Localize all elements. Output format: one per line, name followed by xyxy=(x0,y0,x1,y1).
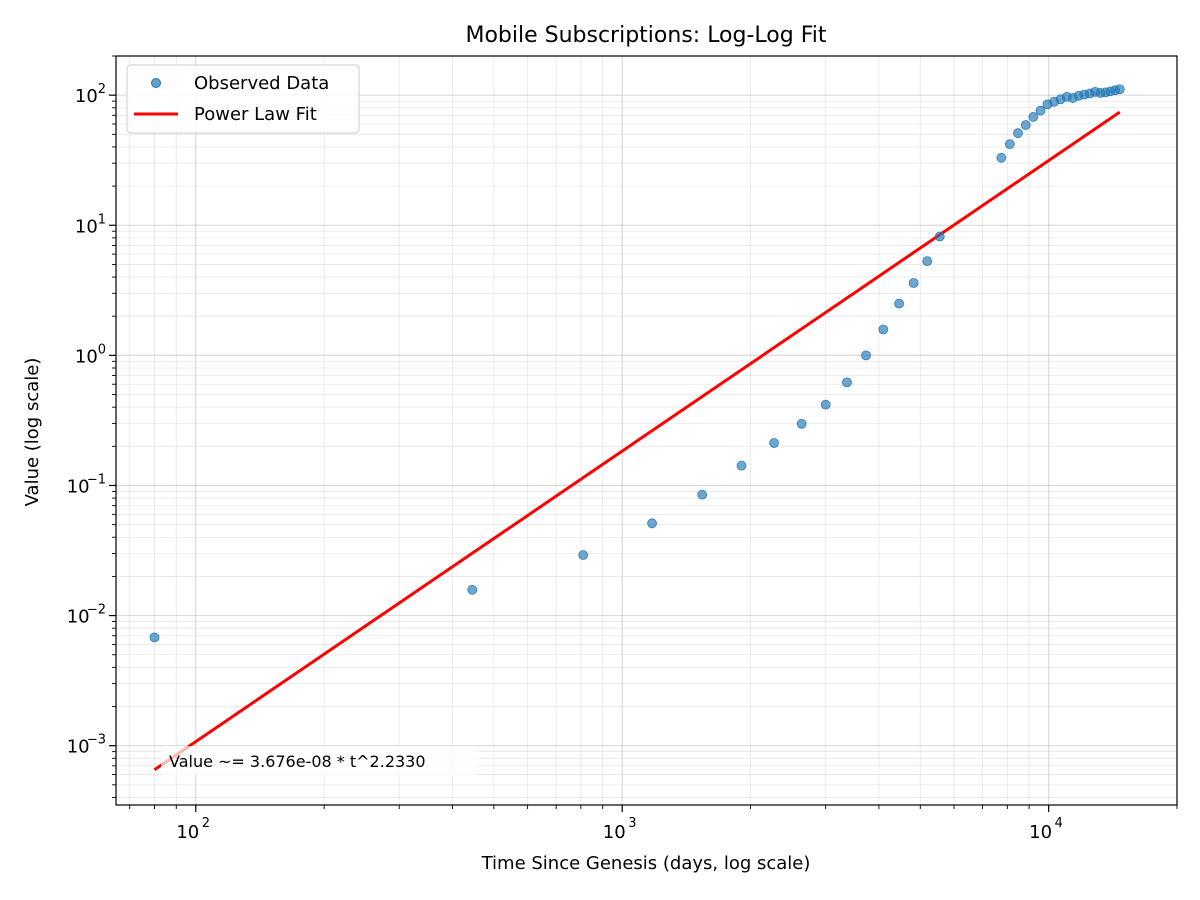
data-point xyxy=(697,489,708,500)
data-point xyxy=(467,584,478,595)
x-tick-exponent: 4 xyxy=(1055,816,1063,831)
data-point xyxy=(1004,139,1015,150)
legend-label-observed: Observed Data xyxy=(194,73,329,94)
annotation-box xyxy=(161,746,478,775)
data-point xyxy=(1114,84,1125,95)
data-point xyxy=(861,350,871,361)
annotation-text: Value ~= 3.676e-08 * t^2.2330 xyxy=(169,752,426,771)
fit-annotation: Value ~= 3.676e-08 * t^2.2330 xyxy=(161,746,478,775)
data-point xyxy=(996,152,1007,163)
y-tick-label: 10 xyxy=(75,216,98,237)
y-tick-exponent: 2 xyxy=(98,82,106,97)
data-point xyxy=(1035,105,1046,116)
data-point xyxy=(1028,112,1039,122)
data-point xyxy=(878,324,889,335)
legend-label-fit: Power Law Fit xyxy=(194,104,317,125)
x-tick-exponent: 2 xyxy=(202,816,210,831)
grid xyxy=(116,55,1178,805)
data-point xyxy=(820,399,831,410)
x-axis-label: Time Since Genesis (days, log scale) xyxy=(481,853,811,874)
data-point xyxy=(149,632,160,643)
y-axis-label: Value (log scale) xyxy=(22,358,43,507)
y-tick-label: 10 xyxy=(67,476,90,497)
y-tick-exponent: −1 xyxy=(87,472,106,487)
x-tick-label: 10 xyxy=(1029,822,1052,843)
legend-box xyxy=(126,64,360,134)
power-law-fit-line xyxy=(153,110,1121,771)
data-point xyxy=(578,550,589,560)
data-point xyxy=(796,418,807,429)
y-tick-exponent: −2 xyxy=(87,603,106,618)
y-tick-exponent: 0 xyxy=(98,342,106,357)
y-tick-label: 10 xyxy=(75,346,98,367)
x-tick-exponent: 3 xyxy=(628,816,636,831)
data-point xyxy=(894,298,904,309)
y-tick-label: 10 xyxy=(67,737,90,758)
data-point xyxy=(922,256,933,267)
y-tick-exponent: −3 xyxy=(87,733,106,748)
data-point xyxy=(908,278,919,288)
data-point xyxy=(1020,120,1031,130)
legend-marker-observed xyxy=(151,78,161,88)
data-point xyxy=(647,518,657,529)
y-tick-exponent: 1 xyxy=(98,212,106,227)
data-point xyxy=(934,231,945,242)
plot-frame xyxy=(115,55,1178,806)
data-point xyxy=(736,460,747,471)
data-point xyxy=(1013,128,1023,139)
data-point xyxy=(842,377,852,388)
x-tick-label: 10 xyxy=(176,822,199,843)
chart-title: Mobile Subscriptions: Log-Log Fit xyxy=(465,23,826,48)
x-tick-label: 10 xyxy=(603,822,626,843)
y-tick-label: 10 xyxy=(75,86,98,107)
legend: Observed Data Power Law Fit xyxy=(126,64,360,134)
data-point xyxy=(769,438,779,448)
y-tick-label: 10 xyxy=(67,607,90,628)
fit-line-layer xyxy=(153,110,1121,771)
scatter-layer xyxy=(149,84,1125,643)
